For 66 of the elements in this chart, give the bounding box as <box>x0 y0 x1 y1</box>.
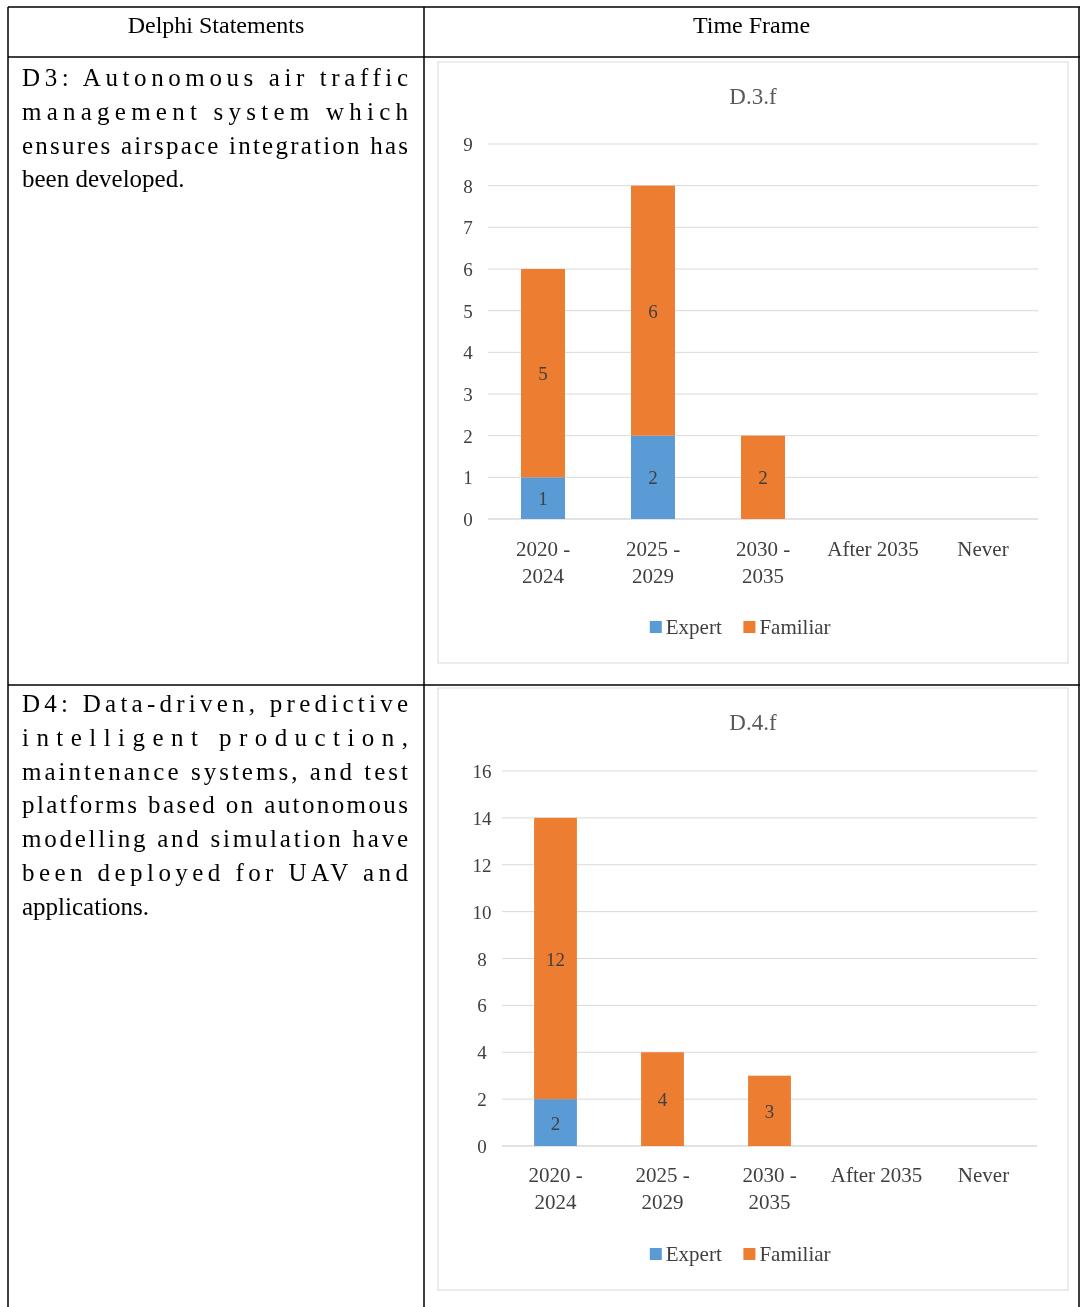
y-tick-label: 4 <box>477 1042 488 1064</box>
x-tick-label: 2025 - 2029 <box>635 1163 690 1214</box>
text: maintenance systems, and test <box>22 757 409 785</box>
text: been deployed for UAV and <box>22 859 409 886</box>
y-tick-label: 9 <box>463 134 473 155</box>
y-tick-label: 2 <box>463 425 473 447</box>
bar <box>521 269 565 478</box>
y-tick-label: 6 <box>463 259 473 280</box>
y-tick-label: 3 <box>463 384 473 405</box>
bar <box>534 1099 577 1146</box>
bar <box>748 1075 791 1146</box>
text: Delphi Statements <box>127 12 305 38</box>
bar <box>521 477 565 519</box>
legend-label: Familiar <box>759 615 831 639</box>
text: platforms based on autonomous <box>22 791 408 819</box>
y-tick-label: 8 <box>477 948 487 970</box>
y-tick-label: 14 <box>472 807 492 829</box>
y-tick-label: 0 <box>463 509 473 530</box>
y-tick-label: 6 <box>477 995 487 1017</box>
x-tick-label: 2020 - 2024 <box>515 537 571 588</box>
y-tick-label: 12 <box>472 854 492 876</box>
text: been developed. <box>22 165 185 193</box>
legend-label: Expert <box>665 1242 722 1266</box>
text: management system which <box>22 97 409 125</box>
chart-title: D.4.f <box>729 710 777 735</box>
data-label: 3 <box>764 1100 775 1122</box>
y-tick-label: 8 <box>463 175 473 197</box>
text: modelling and simulation have <box>22 825 408 853</box>
x-tick-label: 2030 - 2035 <box>742 1163 797 1214</box>
y-tick-label: 5 <box>463 300 473 322</box>
y-tick-label: 0 <box>477 1136 487 1157</box>
x-tick-label: Never <box>957 1163 1010 1187</box>
legend-label: Familiar <box>759 1242 831 1266</box>
text: applications. <box>22 892 150 920</box>
data-label: 2 <box>758 467 768 489</box>
y-tick-label: 2 <box>477 1089 487 1111</box>
legend-label: Expert <box>665 615 722 639</box>
x-tick-label: After 2035 <box>830 1163 923 1187</box>
y-tick-label: 16 <box>472 761 492 782</box>
text: Time Frame <box>692 12 811 38</box>
text: ensures airspace integration has <box>22 131 408 159</box>
data-label: 6 <box>648 300 658 322</box>
x-tick-label: 2020 - 2024 <box>528 1163 583 1214</box>
y-tick-label: 7 <box>463 217 473 239</box>
data-label: 4 <box>657 1089 668 1111</box>
x-tick-label: Never <box>957 537 1009 561</box>
text: D3: Autonomous air traffic <box>22 64 408 91</box>
bar <box>631 185 675 436</box>
data-label: 1 <box>538 488 548 510</box>
bar <box>641 1052 684 1146</box>
data-label: 2 <box>648 467 658 489</box>
y-tick-label: 10 <box>472 901 492 923</box>
bar <box>631 435 675 519</box>
x-tick-label: 2025 - 2029 <box>625 537 681 588</box>
data-label: 2 <box>550 1112 561 1134</box>
data-label: 5 <box>538 363 548 385</box>
data-label: 12 <box>546 948 565 970</box>
y-tick-label: 1 <box>463 467 473 489</box>
text: D4: Data-driven, predictive <box>22 690 408 717</box>
y-tick-label: 4 <box>463 342 474 364</box>
chart-title: D.3.f <box>729 84 777 109</box>
bar <box>741 435 785 519</box>
bar <box>534 817 577 1100</box>
x-tick-label: After 2035 <box>827 537 919 561</box>
x-tick-label: 2030 - 2035 <box>735 537 791 588</box>
text: intelligent production, <box>22 723 408 751</box>
